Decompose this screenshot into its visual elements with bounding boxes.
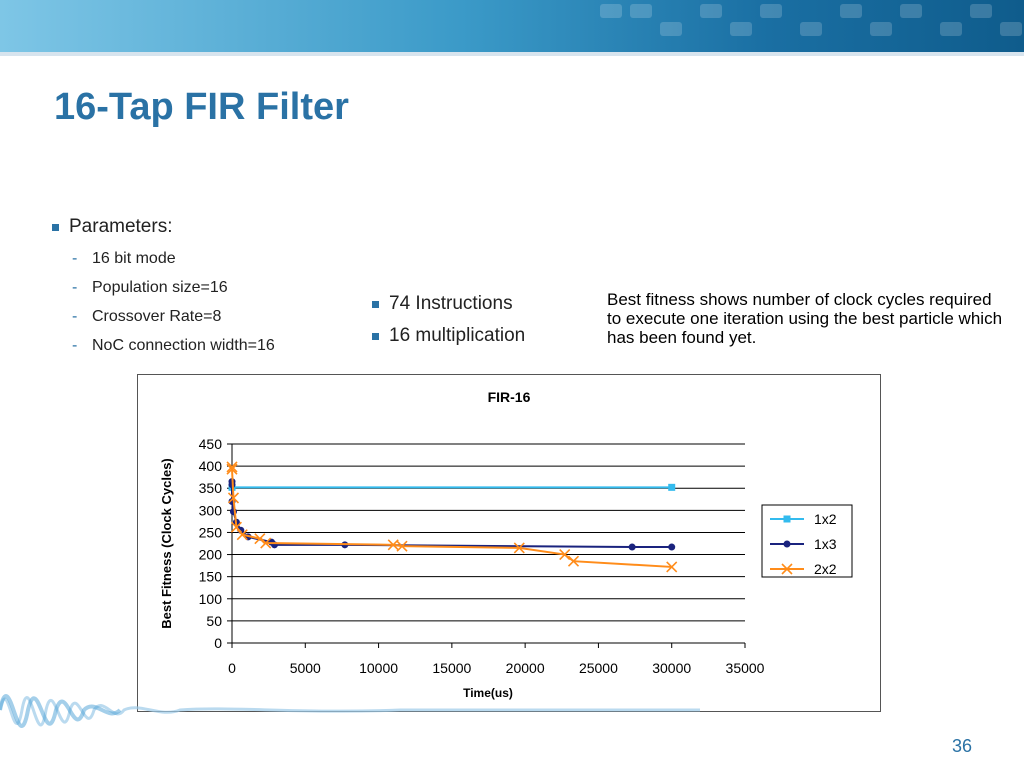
x-tick-label: 25000 [579,660,618,676]
data-point-1x2 [668,483,676,491]
square-bullet-icon [52,223,59,231]
data-point-2x2 [227,492,240,504]
parameters-sublist: -16 bit mode - Population size=16 - Crosso… [72,244,275,360]
parameters-list: Parameters: -16 bit mode - Population siz… [52,216,275,360]
chart-container: FIR-16 0 50 100 150 200 250 300 350 400 450 0 5000 10… [137,374,881,712]
legend-label: 2x2 [814,561,837,577]
banner-divider [0,52,1024,56]
legend-box [761,504,853,578]
instruction-bullets: 74 Instructions 16 multiplication [372,288,525,352]
x-tick-label: 0 [228,660,236,676]
waveform-decoration [0,693,700,728]
legend-marker [781,563,793,575]
data-point-2x2 [226,463,238,475]
data-point-2x2 [396,540,408,552]
dash-bullet-icon: - [72,336,78,354]
legend-label: 1x2 [814,511,837,527]
y-axis-label: Best Fitness (Clock Cycles) [159,458,174,629]
x-tick-label: 15000 [432,660,471,676]
data-point-2x2 [559,548,571,561]
data-point-1x3 [668,543,676,551]
list-item: 16 multiplication [372,320,525,352]
list-item: - NoC connection width=16 [72,336,275,354]
y-tick-label: 350 [199,480,223,496]
y-tick-label: 100 [199,591,223,607]
list-item: 74 Instructions [372,288,525,320]
dash-bullet-icon: - [72,278,78,296]
data-point-2x2 [513,542,525,554]
square-bullet-icon [372,332,379,340]
series-line-1x3 [231,481,672,549]
y-tick-label: 50 [206,613,222,629]
y-tick-label: 250 [199,524,223,540]
parameters-heading: Parameters: [52,216,275,238]
chart-title: FIR-16 [488,389,531,405]
legend-marker [783,515,791,523]
fitness-note: Best fitness shows number of clock cycle… [607,290,1003,347]
data-point-2x2 [567,555,580,567]
list-item: - Population size=16 [72,278,228,296]
y-tick-label: 200 [199,547,223,563]
y-tick-label: 450 [199,436,223,452]
x-tick-label: 20000 [506,660,545,676]
data-point-1x3 [628,543,636,551]
data-point-2x2 [260,537,272,549]
x-tick-label: 35000 [726,660,765,676]
data-point-2x2 [666,561,678,573]
x-tick-label: 30000 [652,660,691,676]
data-point-2x2 [254,533,266,545]
x-tick-label: 5000 [290,660,321,676]
y-tick-label: 300 [199,502,223,518]
data-point-2x2 [387,539,399,551]
fir16-chart: FIR-16 0 50 100 150 200 250 300 350 400 450 0 5000 10… [159,389,853,700]
square-bullet-icon [372,300,379,308]
y-tick-label: 0 [214,635,222,651]
dash-bullet-icon: - [72,307,78,325]
list-item: - Crossover Rate=8 [72,307,222,325]
y-tick-label: 150 [199,569,223,585]
data-point-2x2 [236,529,248,541]
y-tick-label: 400 [199,458,223,474]
legend-marker [783,540,791,548]
data-point-2x2 [226,461,238,473]
data-point-2x2 [230,521,242,533]
page-number: 36 [951,736,972,756]
parameters-heading-text: Parameters: [69,216,173,237]
dash-bullet-icon: - [72,249,78,267]
legend-label: 1x3 [814,536,837,552]
top-banner [0,0,1024,52]
x-axis-label: Time(us) [463,686,513,700]
slide-title: 16-Tap FIR Filter [54,86,349,128]
series-line-2x2 [231,466,672,568]
x-tick-label: 10000 [359,660,398,676]
list-item: -16 bit mode [72,249,176,267]
